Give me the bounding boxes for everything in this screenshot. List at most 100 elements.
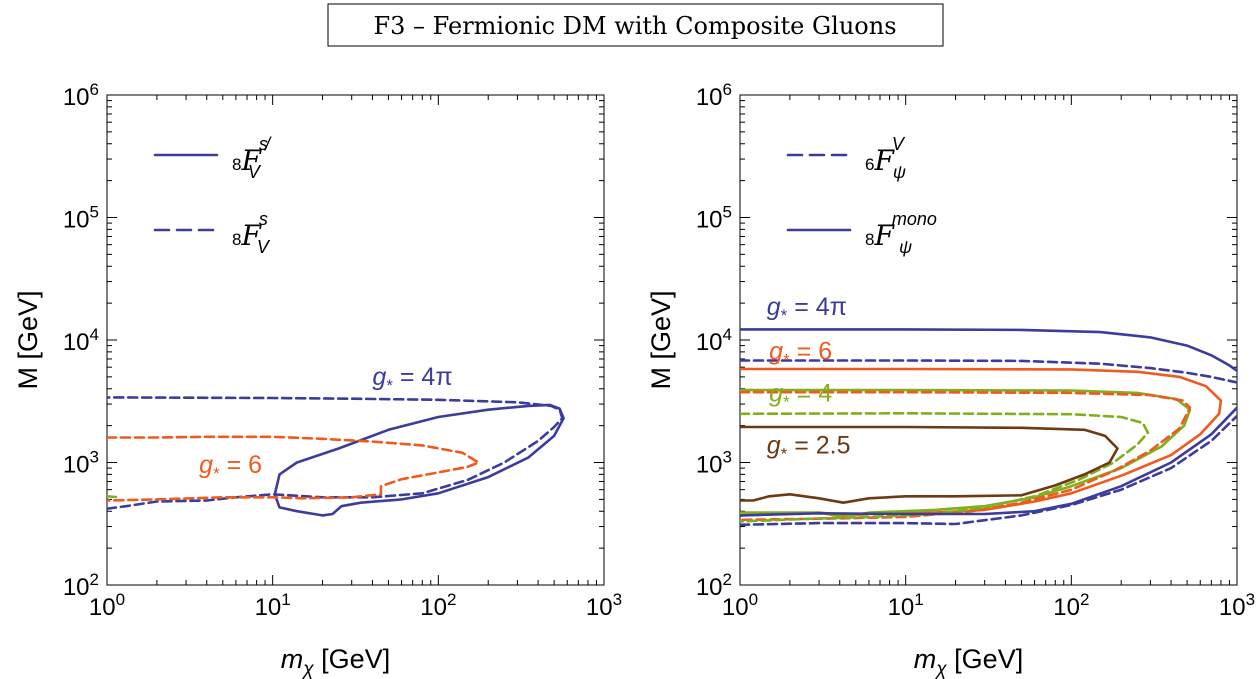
x-axis-symbol-subscript: χ — [934, 659, 947, 679]
y-tick-label: 106 — [63, 80, 99, 111]
curve-annotation: g* = 2.5 — [767, 432, 851, 464]
annotation-value: = 4 — [790, 379, 832, 407]
y-tick-label: 105 — [63, 203, 99, 234]
plot-frame — [106, 94, 605, 586]
annotation-value: = 4π — [393, 363, 453, 391]
title: F3 – Fermionic DM with Composite Gluons — [373, 12, 896, 40]
curve-annotation: g* = 4π — [767, 293, 847, 325]
tick-label-base: 10 — [1053, 594, 1080, 621]
series-line-dashed — [107, 396, 564, 510]
annotation-symbol: g — [372, 363, 386, 391]
tick-label-base: 10 — [696, 329, 723, 356]
tick-label-base: 10 — [63, 574, 90, 601]
tick-label-exponent: 6 — [723, 80, 732, 99]
legend-entry: 8Fs V — [232, 209, 271, 257]
x-axis-symbol: m — [281, 644, 304, 674]
series-line-solid — [740, 425, 1119, 504]
curve-annotation: g* = 6 — [199, 451, 262, 483]
series-line-dashed — [107, 495, 122, 499]
tick-label-base: 10 — [63, 452, 90, 479]
annotation-value: = 6 — [790, 338, 832, 366]
tick-label-base: 10 — [63, 207, 90, 234]
legend-entry: 6FV ψ — [865, 134, 906, 182]
x-axis-unit: [GeV] — [314, 644, 391, 674]
legend-subscript: ψ — [893, 162, 906, 182]
y-axis-label: M [GeV] — [646, 290, 676, 389]
y-tick-label: 103 — [696, 448, 732, 479]
x-tick-label: 102 — [420, 590, 456, 621]
tick-label-base: 10 — [696, 452, 723, 479]
tick-label-exponent: 4 — [90, 325, 99, 344]
annotation-symbol: g — [199, 451, 213, 479]
tick-label-base: 10 — [63, 329, 90, 356]
tick-label-base: 10 — [1219, 594, 1246, 621]
legend-superscript: s — [259, 209, 268, 229]
y-axis-label: M [GeV] — [13, 290, 43, 389]
tick-label-exponent: 5 — [90, 203, 99, 222]
x-tick-label: 101 — [255, 590, 291, 621]
title-box — [327, 3, 944, 47]
tick-label-exponent: 3 — [613, 590, 622, 609]
tick-label-exponent: 2 — [1080, 590, 1089, 609]
series-line-solid — [740, 406, 1237, 517]
annotation-subscript: * — [781, 306, 788, 325]
legend-symbol: F — [873, 144, 895, 177]
y-tick-label: 102 — [696, 570, 732, 601]
tick-label-exponent: 0 — [749, 590, 758, 609]
legend-entry: 8Fs̸ V — [232, 134, 272, 182]
y-tick-label: 105 — [696, 203, 732, 234]
tick-label-exponent: 1 — [914, 590, 923, 609]
series-line-dashed — [740, 412, 1150, 523]
legend-symbol: F — [240, 144, 262, 177]
legend-prefix-subscript: 8 — [865, 230, 874, 249]
annotation-value: = 4π — [787, 293, 847, 321]
tick-label-base: 10 — [696, 574, 723, 601]
tick-label-base: 10 — [63, 84, 90, 111]
annotation-subscript: * — [213, 464, 220, 483]
tick-label-exponent: 4 — [723, 325, 732, 344]
annotation-symbol: g — [769, 338, 783, 366]
annotation-symbol: g — [767, 432, 781, 460]
x-tick-label: 100 — [722, 590, 758, 621]
x-axis-label: mχ [GeV] — [914, 644, 1023, 679]
tick-label-exponent: 3 — [90, 448, 99, 467]
curves — [740, 328, 1237, 527]
x-axis-unit: [GeV] — [947, 644, 1024, 674]
series-line-dashed — [740, 359, 1237, 384]
tick-label-base: 10 — [888, 594, 915, 621]
legend-subscript: V — [257, 237, 271, 257]
annotation-symbol: g — [767, 293, 781, 321]
x-axis-symbol-subscript: χ — [301, 659, 314, 679]
curve-annotation: g* = 4π — [372, 363, 452, 395]
legend-symbol: F — [240, 219, 262, 252]
series-line-dashed — [107, 435, 480, 502]
legend-subscript: ψ — [899, 237, 912, 257]
annotation-value: = 6 — [220, 451, 262, 479]
x-tick-label: 103 — [586, 590, 622, 621]
tick-label-exponent: 3 — [1246, 590, 1255, 609]
legend-prefix-subscript: 8 — [232, 230, 241, 249]
tick-label-exponent: 3 — [723, 448, 732, 467]
series-line-dashed — [740, 414, 1237, 527]
annotation-symbol: g — [769, 379, 783, 407]
legend-entry: 8Fmono ψ — [865, 209, 937, 257]
curves — [107, 396, 565, 517]
y-tick-label: 104 — [696, 325, 732, 356]
legend-prefix-subscript: 6 — [865, 155, 874, 174]
tick-label-base: 10 — [255, 594, 282, 621]
annotation-subscript: * — [783, 351, 790, 370]
x-tick-label: 102 — [1053, 590, 1089, 621]
y-tick-label: 103 — [63, 448, 99, 479]
annotation-subscript: * — [783, 392, 790, 411]
legend-symbol: F — [873, 219, 895, 252]
x-axis-symbol: m — [914, 644, 937, 674]
tick-label-exponent: 1 — [281, 590, 290, 609]
legend-superscript: s̸ — [259, 134, 272, 154]
tick-label-exponent: 2 — [723, 570, 732, 589]
title-group: F3 – Fermionic DM with Composite Gluons — [327, 3, 944, 47]
tick-label-exponent: 2 — [90, 570, 99, 589]
tick-label-exponent: 5 — [723, 203, 732, 222]
y-tick-label: 102 — [63, 570, 99, 601]
